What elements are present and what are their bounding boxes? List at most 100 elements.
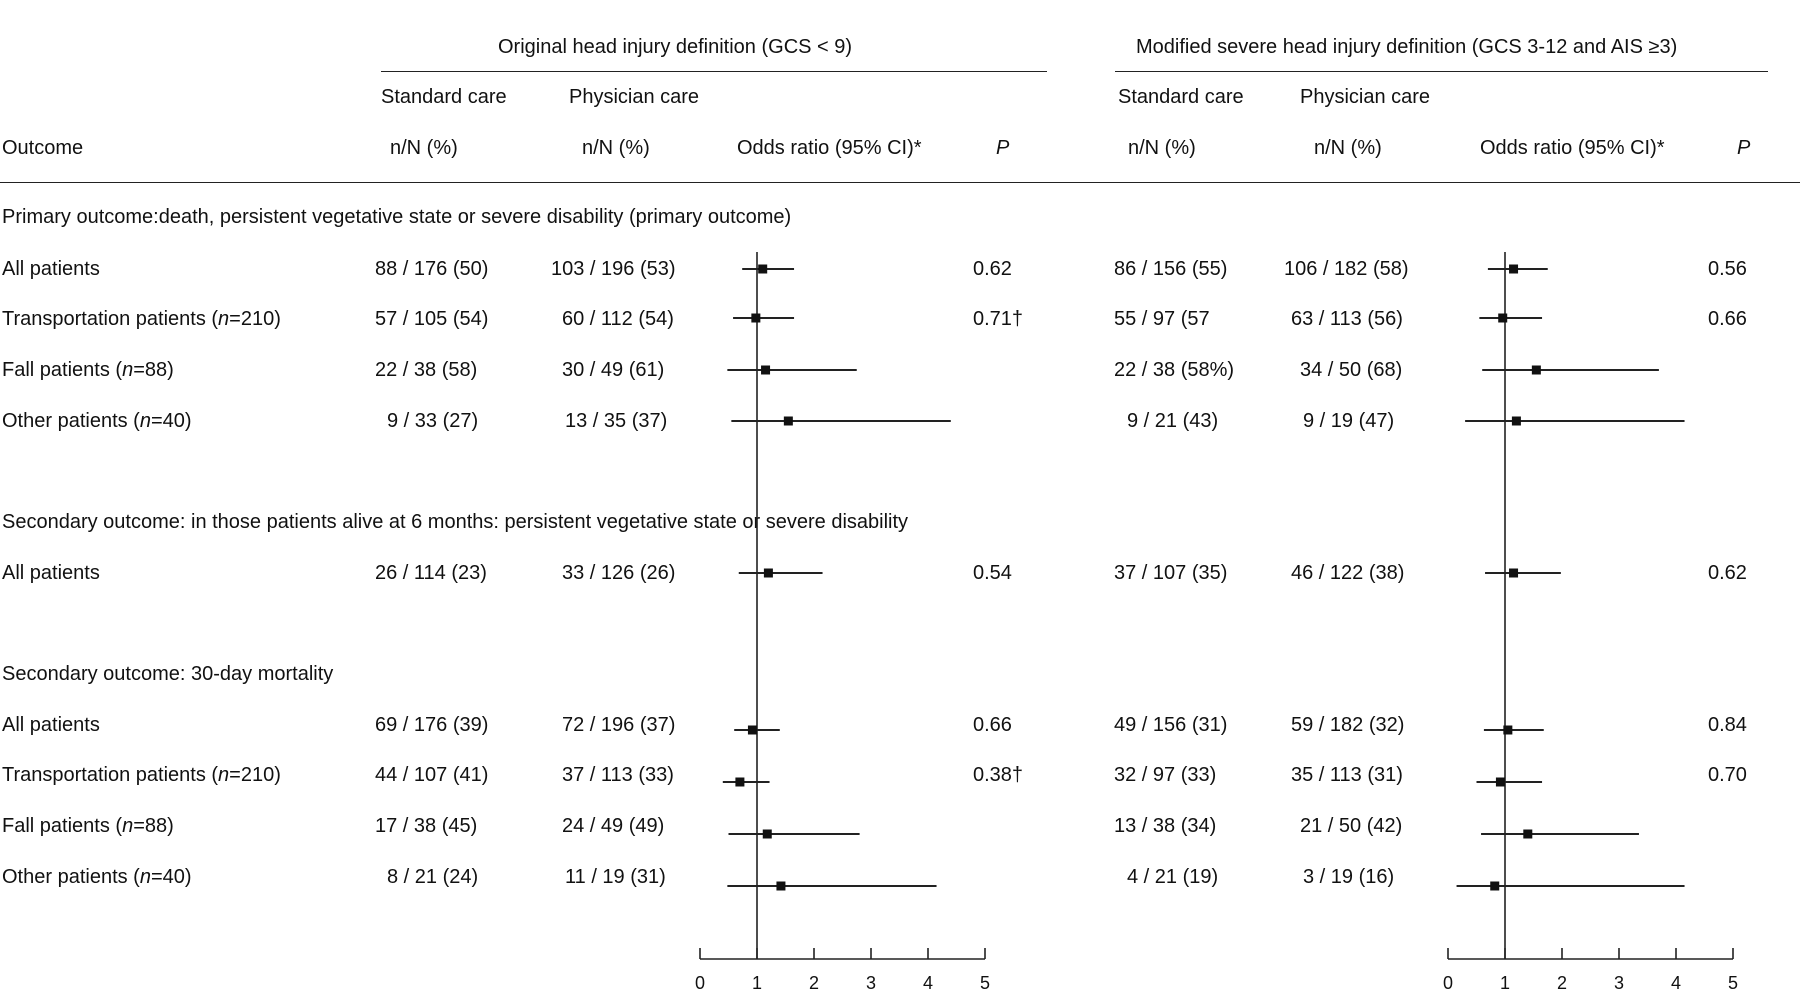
cell-physician-care-2: 59 / 182 (32) — [1291, 714, 1405, 736]
cell-physician-care-2: 21 / 50 (42) — [1300, 815, 1403, 837]
odds-ratio-point — [735, 777, 745, 787]
section-primary: Primary outcome:death, persistent vegeta… — [2, 206, 792, 228]
cell-standard-care-1: 17 / 38 (45) — [375, 815, 478, 837]
cell-physician-care-1: 33 / 126 (26) — [562, 562, 676, 584]
row-label-transportation: Transportation patients (n=210) — [2, 764, 281, 786]
header-bottom-rule — [0, 182, 1800, 183]
x-tick-label: 0 — [695, 973, 705, 993]
row-label-all-patients: All patients — [2, 258, 100, 280]
x-tick-label: 5 — [1728, 973, 1738, 993]
x-tick-label: 4 — [923, 973, 933, 993]
section-secondary-alive: Secondary outcome: in those patients ali… — [2, 511, 909, 533]
cell-standard-care-2: 4 / 21 (19) — [1127, 866, 1219, 888]
cell-p-value-1: 0.66 — [973, 714, 1012, 736]
cell-standard-care-2: 55 / 97 (57 — [1114, 308, 1210, 330]
cell-p-value-2: 0.70 — [1708, 764, 1747, 786]
nN-header-pc2: n/N (%) — [1314, 137, 1382, 159]
cell-standard-care-2: 49 / 156 (31) — [1114, 714, 1228, 736]
cell-standard-care-1: 26 / 114 (23) — [375, 562, 487, 584]
or-header-2: Odds ratio (95% CI)* — [1480, 137, 1665, 159]
cell-physician-care-1: 13 / 35 (37) — [565, 410, 668, 432]
p-header-1: P — [996, 137, 1010, 159]
odds-ratio-point — [1509, 568, 1519, 578]
cell-standard-care-1: 57 / 105 (54) — [375, 308, 489, 330]
odds-ratio-point — [1523, 829, 1533, 839]
odds-ratio-point — [783, 416, 793, 426]
odds-ratio-point — [762, 829, 772, 839]
odds-ratio-point — [1490, 881, 1500, 891]
row-label-transportation: Transportation patients (n=210) — [2, 308, 281, 330]
row-label-other: Other patients (n=40) — [2, 866, 192, 888]
x-tick-label: 4 — [1671, 973, 1681, 993]
cell-physician-care-1: 37 / 113 (33) — [562, 764, 674, 786]
standard-care-header-2: Standard care — [1118, 86, 1244, 108]
x-tick-label: 0 — [1443, 973, 1453, 993]
cell-p-value-2: 0.62 — [1708, 562, 1747, 584]
cell-physician-care-1: 72 / 196 (37) — [562, 714, 676, 736]
odds-ratio-point — [1511, 416, 1521, 426]
odds-ratio-point — [1509, 264, 1519, 274]
cell-standard-care-2: 22 / 38 (58%) — [1114, 359, 1235, 381]
cell-standard-care-2: 86 / 156 (55) — [1114, 258, 1228, 280]
cell-p-value-2: 0.66 — [1708, 308, 1747, 330]
group1-rule — [381, 71, 1047, 72]
odds-ratio-point — [761, 365, 771, 375]
cell-p-value-1: 0.38† — [973, 764, 1024, 786]
cell-standard-care-1: 88 / 176 (50) — [375, 258, 489, 280]
outcome-header: Outcome — [2, 137, 84, 159]
physician-care-header-1: Physician care — [569, 86, 700, 108]
x-tick-label: 5 — [980, 973, 990, 993]
odds-ratio-point — [1498, 313, 1508, 323]
x-tick-label: 1 — [752, 973, 762, 993]
group1-title: Original head injury definition (GCS < 9… — [498, 36, 853, 58]
cell-physician-care-1: 24 / 49 (49) — [562, 815, 665, 837]
cell-physician-care-1: 30 / 49 (61) — [562, 359, 665, 381]
nN-header-pc1: n/N (%) — [582, 137, 650, 159]
x-tick-label: 1 — [1500, 973, 1510, 993]
cell-standard-care-1: 9 / 33 (27) — [387, 410, 479, 432]
group2-title: Modified severe head injury definition (… — [1136, 36, 1678, 58]
cell-standard-care-1: 69 / 176 (39) — [375, 714, 489, 736]
odds-ratio-point — [1531, 365, 1541, 375]
standard-care-header-1: Standard care — [381, 86, 507, 108]
x-tick-label: 2 — [1557, 973, 1567, 993]
x-tick-label: 3 — [1614, 973, 1624, 993]
cell-standard-care-2: 37 / 107 (35) — [1114, 562, 1228, 584]
cell-p-value-2: 0.56 — [1708, 258, 1747, 280]
odds-ratio-point — [763, 568, 773, 578]
cell-standard-care-1: 44 / 107 (41) — [375, 764, 489, 786]
cell-standard-care-1: 22 / 38 (58) — [375, 359, 478, 381]
odds-ratio-point — [1495, 777, 1505, 787]
cell-physician-care-2: 3 / 19 (16) — [1303, 866, 1395, 888]
row-label-other: Other patients (n=40) — [2, 410, 192, 432]
section-secondary-mortality: Secondary outcome: 30-day mortality — [2, 663, 334, 685]
cell-p-value-2: 0.84 — [1708, 714, 1747, 736]
cell-p-value-1: 0.71† — [973, 308, 1024, 330]
row-label-all-patients: All patients — [2, 562, 100, 584]
cell-physician-care-2: 46 / 122 (38) — [1291, 562, 1405, 584]
cell-standard-care-2: 13 / 38 (34) — [1114, 815, 1217, 837]
odds-ratio-point — [747, 725, 757, 735]
nN-header-sc2: n/N (%) — [1128, 137, 1196, 159]
physician-care-header-2: Physician care — [1300, 86, 1431, 108]
odds-ratio-point — [1503, 725, 1513, 735]
odds-ratio-point — [751, 313, 761, 323]
row-label-fall: Fall patients (n=88) — [2, 359, 174, 381]
odds-ratio-point — [776, 881, 786, 891]
cell-standard-care-2: 9 / 21 (43) — [1127, 410, 1219, 432]
odds-ratio-point — [758, 264, 768, 274]
cell-physician-care-1: 103 / 196 (53) — [551, 258, 676, 280]
cell-physician-care-2: 9 / 19 (47) — [1303, 410, 1395, 432]
cell-physician-care-2: 34 / 50 (68) — [1300, 359, 1403, 381]
cell-p-value-1: 0.62 — [973, 258, 1012, 280]
cell-p-value-1: 0.54 — [973, 562, 1012, 584]
row-label-all-patients: All patients — [2, 714, 100, 736]
group2-rule — [1115, 71, 1768, 72]
cell-standard-care-2: 32 / 97 (33) — [1114, 764, 1217, 786]
cell-physician-care-1: 11 / 19 (31) — [565, 866, 666, 888]
nN-header-sc1: n/N (%) — [390, 137, 458, 159]
x-tick-label: 3 — [866, 973, 876, 993]
cell-standard-care-1: 8 / 21 (24) — [387, 866, 479, 888]
p-header-2: P — [1737, 137, 1751, 159]
